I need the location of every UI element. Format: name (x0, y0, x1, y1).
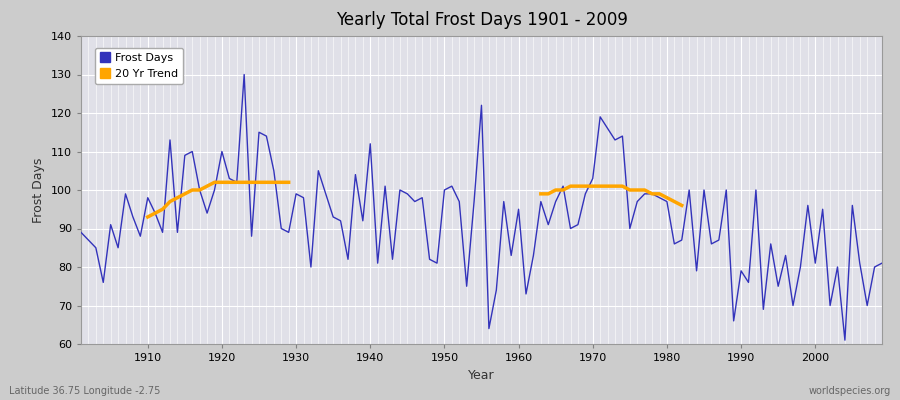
Legend: Frost Days, 20 Yr Trend: Frost Days, 20 Yr Trend (94, 48, 184, 84)
Text: Latitude 36.75 Longitude -2.75: Latitude 36.75 Longitude -2.75 (9, 386, 160, 396)
X-axis label: Year: Year (468, 368, 495, 382)
Title: Yearly Total Frost Days 1901 - 2009: Yearly Total Frost Days 1901 - 2009 (336, 11, 627, 29)
Text: worldspecies.org: worldspecies.org (809, 386, 891, 396)
Y-axis label: Frost Days: Frost Days (32, 157, 45, 223)
